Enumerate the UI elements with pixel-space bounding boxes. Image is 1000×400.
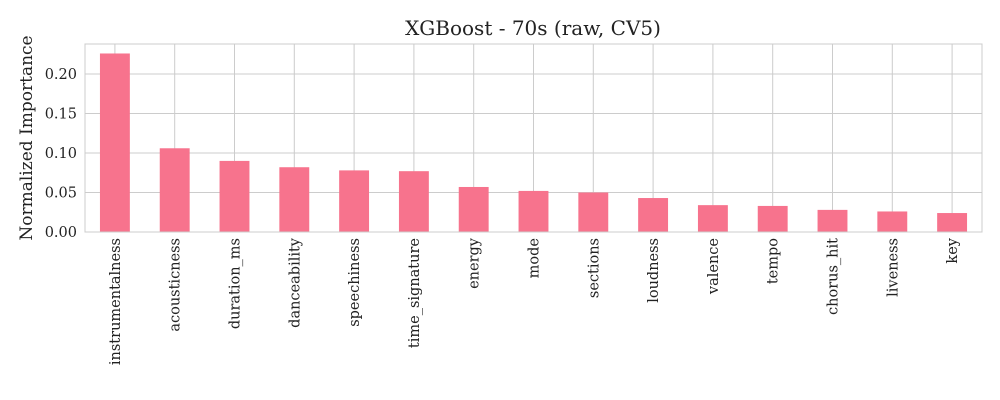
- y-tick-labels: 0.00 0.05 0.10 0.15 0.20: [45, 67, 77, 241]
- bars: [99, 53, 968, 233]
- bar-mode: [518, 190, 549, 232]
- plot-frame: [84, 43, 983, 233]
- x-tick-label-liveness: liveness: [885, 238, 901, 297]
- x-tick-label-instrumentalness: instrumentalness: [108, 238, 124, 365]
- x-tick-label-acousticness: acousticness: [168, 238, 184, 332]
- x-tick-label-danceability: danceability: [287, 237, 303, 328]
- bar-energy: [458, 186, 489, 232]
- bar-loudness: [638, 198, 669, 232]
- bar-sections: [578, 192, 609, 232]
- bar-speechiness: [339, 170, 370, 232]
- bar-duration_ms: [219, 160, 250, 232]
- x-tick-label-tempo: tempo: [766, 238, 782, 284]
- bar-valence: [697, 205, 728, 232]
- chart-title: XGBoost - 70s (raw, CV5): [405, 16, 661, 40]
- x-tick-label-key: key: [945, 237, 961, 263]
- y-tick-label: 0.00: [45, 225, 77, 241]
- bar-time_signature: [398, 171, 429, 232]
- y-tick-label: 0.20: [45, 67, 77, 83]
- x-tick-label-mode: mode: [527, 238, 543, 278]
- x-tick-label-duration_ms: duration_ms: [228, 238, 244, 329]
- x-tick-label-valence: valence: [706, 238, 722, 295]
- bar-key: [937, 213, 968, 232]
- x-tick-label-energy: energy: [467, 237, 483, 289]
- bar-liveness: [877, 211, 908, 232]
- y-axis-label: Normalized Importance: [17, 35, 37, 240]
- y-tick-label: 0.10: [45, 146, 77, 162]
- bar-danceability: [279, 167, 310, 232]
- x-tick-label-chorus_hit: chorus_hit: [826, 238, 842, 315]
- bar-chorus_hit: [817, 209, 848, 232]
- x-tick-label-loudness: loudness: [646, 238, 662, 303]
- bar-acousticness: [159, 148, 190, 232]
- x-tick-label-time_signature: time_signature: [407, 238, 423, 348]
- x-tick-label-sections: sections: [586, 238, 602, 298]
- x-tick-label-speechiness: speechiness: [347, 238, 363, 327]
- bar-instrumentalness: [99, 53, 130, 233]
- bar-tempo: [757, 205, 788, 232]
- x-tick-labels: instrumentalness acousticness duration_ms d…: [108, 237, 961, 365]
- y-tick-label: 0.15: [45, 107, 77, 123]
- y-tick-label: 0.05: [45, 186, 77, 202]
